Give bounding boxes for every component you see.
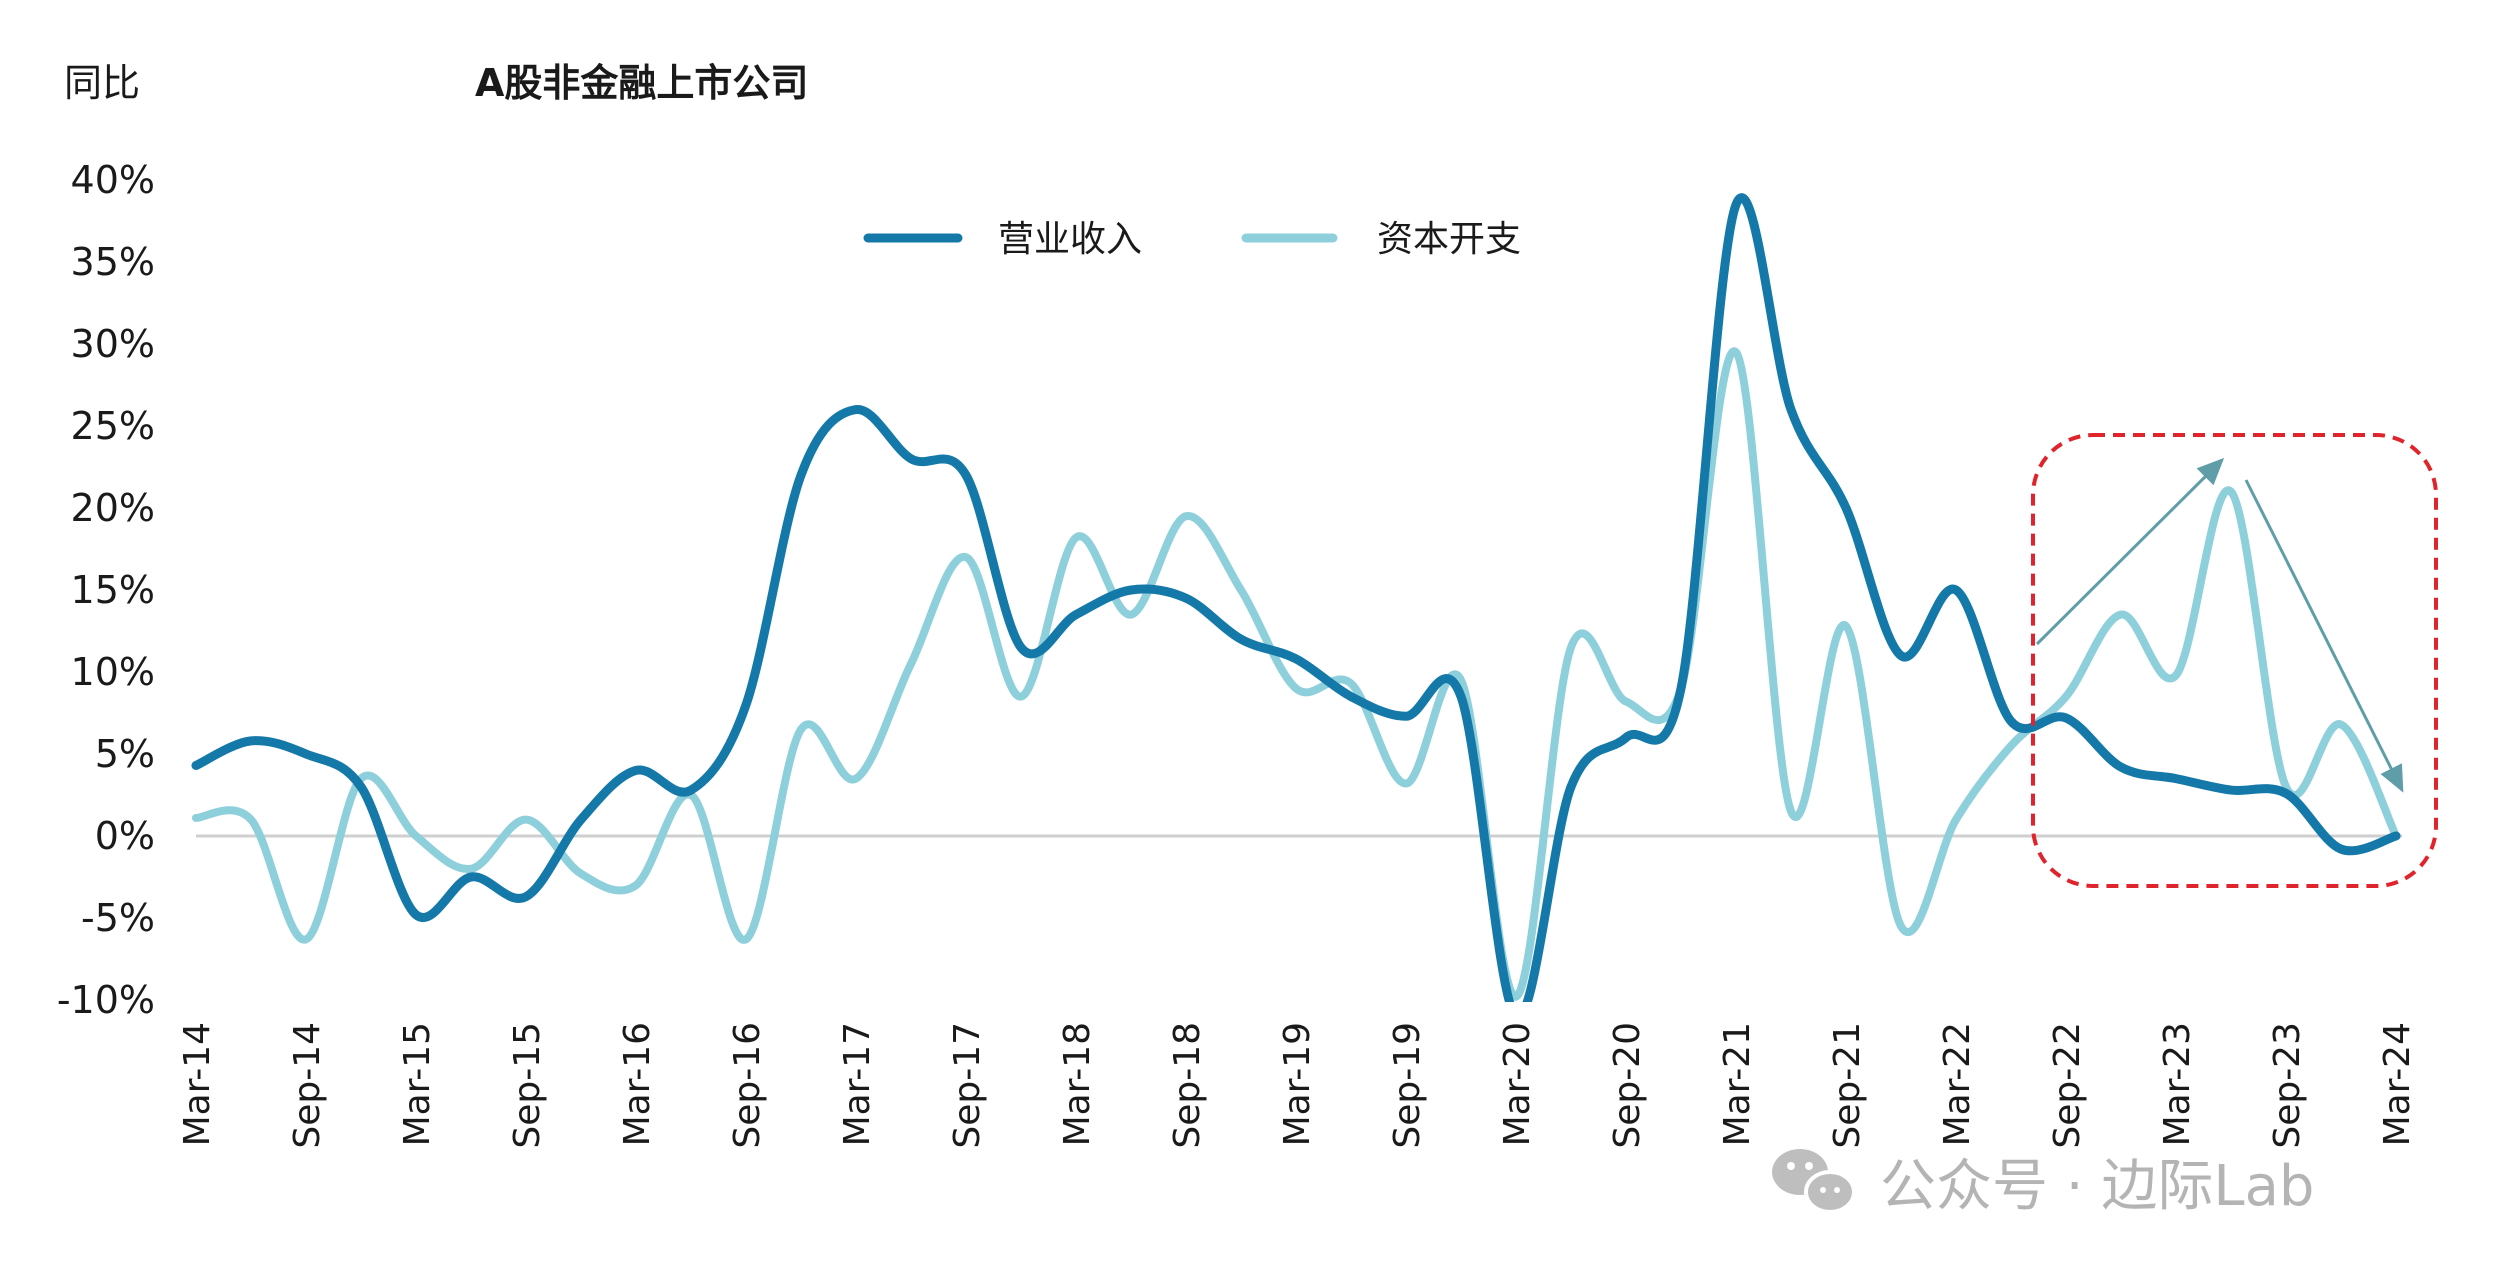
y-axis-label: 同比 [64,61,140,105]
x-tick-label: Sep-19 [1387,1022,1428,1149]
y-tick-label: 0% [95,814,155,858]
x-tick-label: Sep-21 [1827,1022,1868,1149]
x-tick-label: Sep-17 [947,1022,988,1149]
y-tick-label: 20% [71,486,155,530]
x-tick-label: Sep-20 [1607,1022,1648,1149]
x-tick-label: Mar-19 [1277,1022,1318,1146]
y-tick-label: 15% [71,568,155,612]
y-tick-label: 25% [71,404,155,448]
y-tick-label: 35% [71,240,155,284]
x-tick-label: Sep-15 [507,1022,548,1149]
legend-label-revenue: 营业收入 [998,219,1142,260]
x-tick-label: Sep-22 [2047,1022,2088,1149]
trend-arrow-up [2035,457,2225,646]
legend: 营业收入 资本开支 [863,219,1521,260]
x-tick-label: Mar-22 [1937,1022,1978,1146]
y-axis: 40% 35% 30% 25% 20% 15% 10% 5% 0% -5% -10% [57,158,155,1022]
x-tick-label: Sep-23 [2267,1022,2308,1149]
x-tick-label: Mar-18 [1057,1022,1098,1146]
series-line-revenue [191,193,2401,1002]
x-tick-label: Sep-18 [1167,1022,1208,1149]
chart-title: A股非金融上市公司 [475,61,808,105]
y-tick-label: -10% [57,978,155,1022]
y-tick-label: -5% [81,896,155,940]
y-tick-label: 10% [71,650,155,694]
x-tick-label: Sep-14 [287,1022,328,1149]
x-tick-label: Mar-24 [2377,1022,2418,1146]
watermark: 公众号 · 边际Lab [1772,1149,2314,1219]
series-group [191,193,2401,1002]
x-tick-label: Mar-17 [837,1022,878,1146]
x-tick-label: Mar-16 [617,1022,658,1146]
x-tick-label: Sep-16 [727,1022,768,1149]
y-tick-label: 40% [71,158,155,202]
x-axis: Mar-14 Sep-14 Mar-15 Sep-15 Mar-16 Sep-16 Mar-… [177,1022,2418,1149]
trend-arrow-down [2244,479,2404,793]
x-tick-label: Mar-23 [2157,1022,2198,1146]
legend-label-capex: 资本开支 [1377,219,1521,260]
watermark-text: 公众号 · 边际Lab [1880,1154,2314,1219]
wechat-icon [1772,1149,1856,1214]
x-tick-label: Mar-20 [1497,1022,1538,1146]
y-tick-label: 30% [71,322,155,366]
y-tick-label: 5% [95,732,155,776]
x-tick-label: Mar-14 [177,1022,218,1146]
x-tick-label: Mar-15 [397,1022,438,1146]
x-tick-label: Mar-21 [1717,1022,1758,1146]
highlight-box [2031,433,2438,888]
